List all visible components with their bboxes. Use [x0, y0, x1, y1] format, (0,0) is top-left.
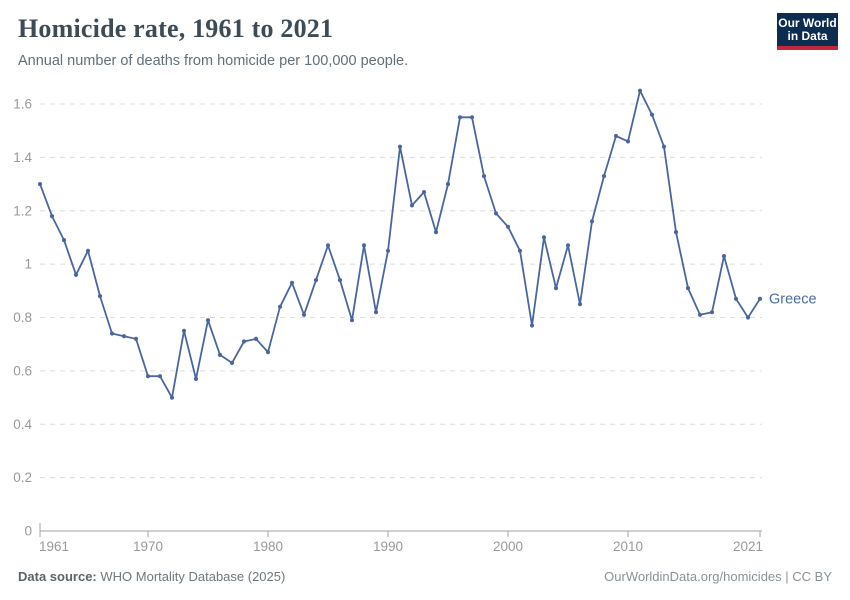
x-tick-label: 2000	[493, 539, 523, 554]
data-point[interactable]	[133, 336, 139, 341]
data-point[interactable]	[205, 318, 211, 323]
data-point[interactable]	[385, 248, 391, 253]
data-point[interactable]	[157, 374, 163, 379]
data-point[interactable]	[757, 296, 763, 301]
data-point[interactable]	[373, 310, 379, 315]
data-point[interactable]	[73, 272, 79, 277]
x-tick-label: 1990	[373, 539, 403, 554]
owid-logo-line2: in Data	[787, 28, 828, 43]
data-point[interactable]	[721, 254, 727, 259]
data-point[interactable]	[193, 376, 199, 381]
data-point[interactable]	[433, 230, 439, 235]
data-point[interactable]	[745, 315, 751, 320]
y-tick-label: 0	[24, 524, 32, 539]
data-point[interactable]	[457, 115, 463, 120]
chart-subtitle: Annual number of deaths from homicide pe…	[18, 53, 409, 69]
data-point[interactable]	[265, 350, 271, 355]
data-point[interactable]	[505, 224, 511, 229]
x-axis	[39, 523, 762, 537]
page-title: Homicide rate, 1961 to 2021	[18, 14, 334, 43]
y-tick-label: 0.8	[13, 310, 32, 325]
data-point[interactable]	[409, 203, 415, 208]
data-point[interactable]	[685, 286, 691, 291]
data-point[interactable]	[553, 286, 559, 291]
data-point[interactable]	[589, 219, 595, 224]
data-point[interactable]	[469, 115, 475, 120]
data-point[interactable]	[217, 352, 223, 357]
data-point[interactable]	[109, 331, 115, 336]
y-gridlines	[40, 103, 762, 479]
x-axis-labels: 1961 1970 1980 1990 2000 2010 2021	[39, 539, 763, 554]
data-point[interactable]	[313, 278, 319, 283]
data-point[interactable]	[349, 318, 355, 323]
data-point[interactable]	[421, 190, 427, 195]
data-point[interactable]	[289, 280, 295, 285]
y-tick-label: 1.6	[13, 97, 32, 112]
data-point[interactable]	[733, 296, 739, 301]
data-point[interactable]	[97, 294, 103, 299]
owid-logo-line1: Our World	[778, 15, 837, 30]
x-tick-label: 1961	[39, 539, 69, 554]
y-tick-label: 0.6	[13, 363, 32, 378]
data-point[interactable]	[445, 182, 451, 187]
data-point[interactable]	[301, 312, 307, 317]
data-source-value: WHO Mortality Database (2025)	[100, 569, 286, 584]
y-tick-label: 1.2	[13, 203, 32, 218]
footer-link[interactable]: OurWorldinData.org/homicides | CC BY	[604, 569, 832, 584]
y-axis-labels: 0 0.2 0.4 0.6 0.8 1 1.2 1.4 1.6	[13, 97, 32, 539]
data-point[interactable]	[61, 238, 67, 243]
data-point[interactable]	[613, 133, 619, 139]
chart-footer: Data source: WHO Mortality Database (202…	[0, 566, 850, 588]
x-tick-label: 2010	[613, 539, 643, 554]
data-point[interactable]	[169, 395, 175, 400]
data-point[interactable]	[649, 112, 655, 117]
data-point[interactable]	[517, 248, 523, 253]
data-point[interactable]	[637, 88, 643, 93]
data-point[interactable]	[145, 374, 151, 379]
data-point[interactable]	[493, 211, 499, 216]
data-point[interactable]	[709, 310, 715, 315]
data-point[interactable]	[325, 243, 331, 248]
data-point[interactable]	[601, 174, 607, 179]
data-point[interactable]	[397, 144, 403, 149]
x-tick-label: 1970	[133, 539, 163, 554]
data-point[interactable]	[565, 243, 571, 248]
data-point[interactable]	[121, 334, 127, 339]
data-point[interactable]	[481, 174, 487, 179]
data-point[interactable]	[625, 139, 631, 144]
owid-logo[interactable]: Our World in Data	[777, 13, 838, 50]
y-tick-label: 1	[24, 257, 32, 272]
data-point[interactable]	[697, 312, 703, 317]
data-point[interactable]	[277, 304, 283, 309]
data-point[interactable]	[229, 360, 235, 365]
data-point[interactable]	[241, 339, 247, 344]
data-source: Data source: WHO Mortality Database (202…	[18, 569, 285, 584]
y-tick-label: 1.4	[13, 150, 32, 165]
data-point[interactable]	[85, 248, 91, 253]
x-tick-label: 2021	[733, 539, 763, 554]
data-point-markers[interactable]	[37, 88, 763, 400]
x-tick-label: 1980	[253, 539, 283, 554]
data-source-label: Data source:	[18, 569, 97, 584]
data-point[interactable]	[529, 323, 535, 328]
data-point[interactable]	[337, 278, 343, 283]
data-point[interactable]	[253, 336, 259, 341]
line-series-greece[interactable]	[39, 89, 761, 399]
data-point[interactable]	[673, 230, 679, 235]
data-point[interactable]	[361, 243, 367, 248]
data-point[interactable]	[661, 144, 667, 149]
data-point[interactable]	[541, 235, 547, 240]
entity-label-greece[interactable]: Greece	[769, 291, 817, 307]
y-tick-label: 0.2	[13, 470, 32, 485]
data-point[interactable]	[577, 302, 583, 307]
y-tick-label: 0.4	[13, 417, 32, 432]
data-point[interactable]	[37, 182, 43, 187]
data-point[interactable]	[49, 214, 55, 219]
data-point[interactable]	[181, 328, 187, 333]
